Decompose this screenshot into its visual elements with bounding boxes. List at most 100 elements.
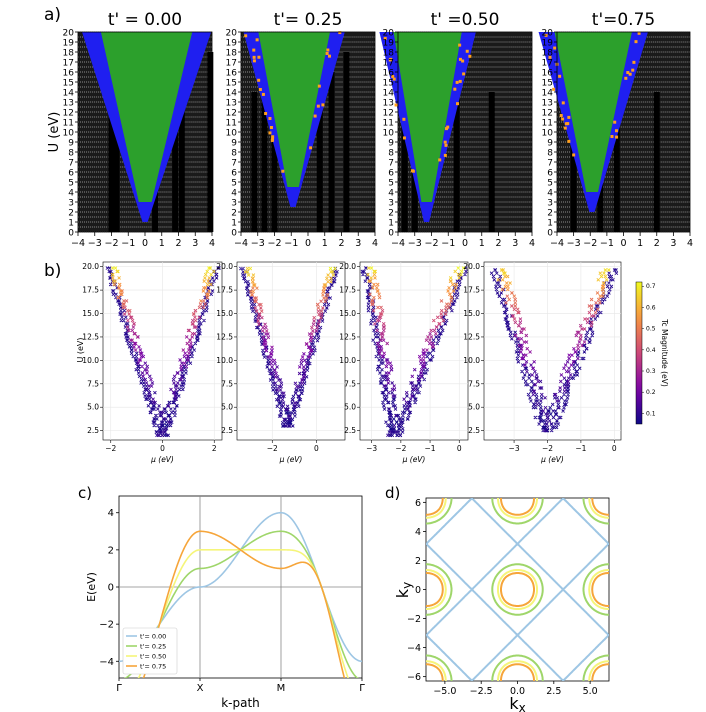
b-marker xyxy=(117,276,121,280)
b-marker xyxy=(309,338,313,343)
b-xtick-label: −3 xyxy=(366,444,377,453)
b-marker xyxy=(551,415,556,420)
a-black-stripe xyxy=(207,52,214,232)
b-ytick-label: 2.5 xyxy=(344,426,356,435)
b-marker xyxy=(179,364,184,369)
a-orange-point xyxy=(257,55,261,59)
a-xtick-label: −2 xyxy=(267,238,281,249)
a-orange-point xyxy=(458,57,462,61)
b-marker xyxy=(397,426,401,431)
b-marker xyxy=(297,371,302,376)
b-marker xyxy=(314,329,319,333)
b-marker xyxy=(128,315,136,326)
b-marker xyxy=(513,320,518,325)
b-marker xyxy=(273,361,277,366)
b-marker xyxy=(370,302,374,307)
b-marker xyxy=(133,335,193,346)
a-ytick-label: 0 xyxy=(388,229,394,239)
panel-label-a: a) xyxy=(44,5,61,25)
b-marker xyxy=(192,325,197,329)
b-marker xyxy=(391,420,403,431)
b-marker xyxy=(172,381,176,385)
b-marker xyxy=(187,344,192,349)
a-ytick-label: 20 xyxy=(226,29,238,39)
b-marker xyxy=(173,394,178,398)
b-marker xyxy=(251,273,256,277)
b-marker xyxy=(548,405,558,417)
b-marker xyxy=(385,367,394,379)
b-ytick-label: 7.5 xyxy=(468,379,480,388)
b-marker xyxy=(508,281,512,285)
b-marker xyxy=(193,308,198,313)
b-marker xyxy=(446,305,451,310)
a-ytick-label: 20 xyxy=(383,29,395,39)
b-marker xyxy=(369,266,374,270)
b-marker xyxy=(444,305,448,310)
b-marker xyxy=(274,368,306,376)
b-marker xyxy=(524,353,528,358)
b-marker xyxy=(382,351,423,362)
b-marker xyxy=(566,379,571,384)
a-orange-point xyxy=(613,120,617,124)
b-marker xyxy=(377,344,381,349)
a-black-stripe xyxy=(401,92,408,232)
b-marker xyxy=(166,390,177,425)
b-marker xyxy=(143,361,150,369)
b-marker xyxy=(150,407,155,411)
b-ytick-label: 10.0 xyxy=(463,356,480,365)
b-marker xyxy=(286,410,293,425)
b-marker xyxy=(245,266,250,271)
a-xtick-label: −2 xyxy=(583,238,597,249)
b-marker xyxy=(263,342,268,346)
b-marker xyxy=(375,328,379,333)
b-marker xyxy=(536,369,571,384)
b-marker xyxy=(422,361,426,366)
b-marker xyxy=(370,299,375,303)
a-green-region xyxy=(554,32,632,192)
a-ytick-label: 5 xyxy=(388,179,394,189)
a-black-stripe xyxy=(172,92,179,232)
b-xtick-label: 0 xyxy=(160,444,165,453)
b-marker xyxy=(375,282,380,287)
b-marker xyxy=(504,281,509,285)
b-marker xyxy=(258,306,325,310)
b-marker xyxy=(161,423,165,428)
a-ytick-label: 9 xyxy=(68,139,74,149)
b-marker xyxy=(518,320,523,325)
a-orange-point xyxy=(610,135,614,139)
a-black-stripe xyxy=(488,92,495,232)
a-orange-point xyxy=(317,84,321,88)
a-orange-point xyxy=(325,51,329,55)
a-orange-point xyxy=(563,126,567,130)
b-marker xyxy=(121,305,125,310)
b-marker xyxy=(513,304,518,308)
b-marker xyxy=(146,387,166,421)
a-orange-point xyxy=(559,114,563,118)
b-marker xyxy=(319,309,324,314)
panel-label-b: b) xyxy=(44,261,61,281)
b-marker xyxy=(296,394,301,399)
a-ytick-label: 1 xyxy=(547,219,553,229)
b-marker xyxy=(372,282,376,287)
a-xtick-label: −1 xyxy=(441,238,455,249)
b-marker xyxy=(375,289,381,297)
a-ytick-label: 16 xyxy=(226,69,238,79)
a-ytick-label: 14 xyxy=(63,89,75,99)
b-marker xyxy=(419,367,424,372)
b-marker xyxy=(110,272,115,277)
b-marker xyxy=(300,355,305,359)
a-ytick-label: 15 xyxy=(383,79,394,89)
b-marker xyxy=(511,314,516,318)
b-marker xyxy=(322,286,327,291)
a-ytick-label: 6 xyxy=(547,169,553,179)
a-ytick-label: 12 xyxy=(226,109,237,119)
c-legend-label: t'= 0.50 xyxy=(140,653,166,661)
d-ylabel: ky xyxy=(393,582,414,598)
a-black-stripe xyxy=(108,92,115,232)
a-ytick-label: 15 xyxy=(63,79,74,89)
b-marker xyxy=(203,269,216,277)
b-marker xyxy=(295,388,299,392)
b-marker xyxy=(322,283,327,287)
b-subplot-2: −3 −2 −1 0 μ (eV) 2.5 5.0 7.5 10.0 12.5 15.0 17.5 20… xyxy=(339,261,469,464)
b-marker xyxy=(524,340,529,344)
